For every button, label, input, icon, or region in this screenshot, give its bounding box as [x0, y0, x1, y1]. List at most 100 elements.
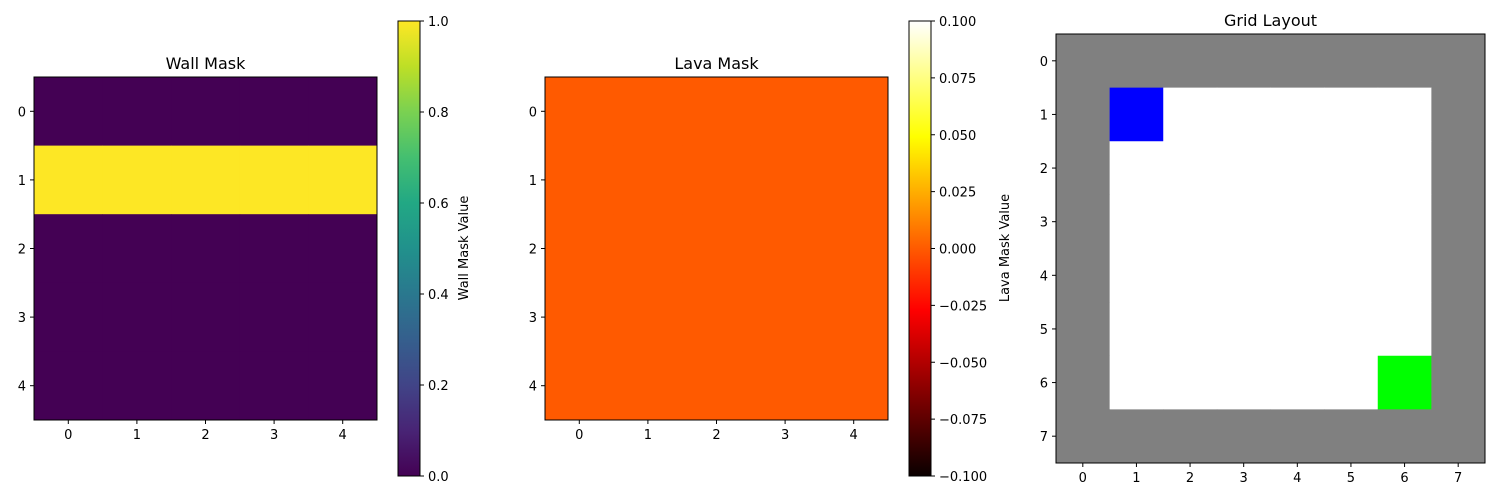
wall-mask-cell: [171, 77, 241, 146]
grid-cell-wall: [1109, 34, 1164, 89]
wall-mask-colorbar-tick-label: 0.4: [428, 288, 449, 303]
grid-layout-yticks: 0 1 2 3 4 5 6 7: [1040, 55, 1056, 445]
grid-cell-wall: [1216, 409, 1271, 464]
grid-cell-floor: [1216, 248, 1271, 303]
lava-mask-cell: [819, 145, 889, 215]
wall-mask-xtick-label: 2: [201, 428, 209, 443]
grid-cell-floor: [1377, 248, 1432, 303]
wall-mask-colorbar-tick-label: 0.8: [428, 106, 449, 121]
lava-mask-cell: [613, 282, 683, 352]
grid-layout-ytick-label: 7: [1040, 430, 1048, 445]
wall-mask-xtick-label: 1: [133, 428, 141, 443]
lava-mask-colorbar-tick-label: −0.075: [939, 413, 987, 428]
grid-cell-wall: [1056, 34, 1111, 89]
wall-mask-ytick-label: 1: [18, 174, 26, 189]
lava-mask-title: Lava Mask: [674, 54, 759, 73]
grid-cell-goal: [1377, 355, 1432, 410]
wall-mask-cell: [102, 351, 172, 421]
grid-cell-wall: [1056, 355, 1111, 410]
lava-mask-colorbar-tick-label: −0.025: [939, 299, 987, 314]
lava-mask-cell: [545, 214, 614, 284]
grid-cell-floor: [1270, 248, 1325, 303]
lava-mask-cells: [545, 77, 889, 421]
grid-cell-floor: [1324, 87, 1379, 142]
wall-mask-colorbar-tick-label: 0.2: [428, 379, 449, 394]
wall-mask-cell: [34, 282, 103, 352]
grid-cell-wall: [1324, 34, 1379, 89]
grid-layout-xtick-label: 2: [1186, 471, 1194, 486]
wall-mask-colorbar-tick-label: 1.0: [428, 15, 449, 30]
lava-mask-colorbar-label: Lava Mask Value: [998, 194, 1013, 302]
grid-layout-ytick-label: 2: [1040, 162, 1048, 177]
lava-mask-xtick-label: 4: [850, 428, 858, 443]
wall-mask-ytick-label: 2: [18, 243, 26, 258]
grid-cell-wall: [1056, 194, 1111, 249]
grid-cell-floor: [1270, 355, 1325, 410]
lava-mask-cell: [819, 214, 889, 284]
grid-layout-xtick-label: 1: [1132, 471, 1140, 486]
grid-cell-floor: [1324, 194, 1379, 249]
grid-layout-title: Grid Layout: [1224, 11, 1317, 30]
lava-mask-cell: [819, 282, 889, 352]
lava-mask-ytick-label: 1: [529, 174, 537, 189]
grid-cell-floor: [1270, 87, 1325, 142]
grid-cell-floor: [1377, 194, 1432, 249]
lava-mask-xticks: 0 1 2 3 4: [575, 420, 858, 443]
grid-layout-xtick-label: 7: [1454, 471, 1462, 486]
grid-cell-floor: [1270, 141, 1325, 196]
grid-cell-wall: [1431, 409, 1486, 464]
lava-mask-cell: [613, 145, 683, 215]
wall-mask-cell: [34, 145, 103, 215]
wall-mask-cell: [102, 282, 172, 352]
wall-mask-cell: [102, 77, 172, 146]
grid-layout-ytick-label: 3: [1040, 216, 1048, 231]
grid-cell-floor: [1377, 87, 1432, 142]
wall-mask-colorbar-tick-label: 0.0: [428, 470, 449, 485]
lava-mask-xtick-label: 2: [712, 428, 720, 443]
wall-mask-cell: [171, 282, 241, 352]
lava-mask-ytick-label: 4: [529, 380, 537, 395]
wall-mask-cell: [34, 214, 103, 284]
wall-mask-cells: [34, 77, 378, 421]
wall-mask-title: Wall Mask: [166, 54, 247, 73]
lava-mask-cell: [750, 145, 820, 215]
lava-mask-ytick-label: 0: [529, 105, 537, 120]
lava-mask-cell: [545, 351, 614, 421]
grid-cell-floor: [1377, 302, 1432, 357]
wall-mask-cell: [308, 77, 378, 146]
lava-mask-cell: [682, 145, 752, 215]
grid-layout-panel: Grid Layout 0 1 2 3 4 5 6 7 0 1 2 3 4 5 6 7: [1040, 11, 1486, 486]
grid-cell-floor: [1216, 355, 1271, 410]
lava-mask-cell: [682, 214, 752, 284]
wall-mask-cell: [239, 214, 309, 284]
grid-cell-wall: [1431, 141, 1486, 196]
lava-mask-ytick-label: 2: [529, 243, 537, 258]
wall-mask-cell: [239, 145, 309, 215]
wall-mask-ytick-label: 4: [18, 380, 26, 395]
lava-mask-cell: [750, 77, 820, 146]
wall-mask-cell: [308, 282, 378, 352]
lava-mask-colorbar: −0.100 −0.075 −0.050 −0.025 0.000 0.025 0.050 0…: [908, 15, 1013, 485]
lava-mask-cell: [819, 351, 889, 421]
lava-mask-colorbar-tick-label: −0.100: [939, 470, 987, 485]
lava-mask-cell: [750, 282, 820, 352]
grid-layout-cells: [1056, 34, 1486, 464]
wall-mask-ytick-label: 3: [18, 311, 26, 326]
wall-mask-cell: [308, 145, 378, 215]
grid-cell-wall: [1431, 302, 1486, 357]
grid-layout-xtick-label: 4: [1293, 471, 1301, 486]
grid-cell-floor: [1109, 141, 1164, 196]
lava-mask-cell: [750, 214, 820, 284]
grid-cell-wall: [1377, 34, 1432, 89]
lava-mask-colorbar-tick-label: 0.000: [939, 243, 976, 258]
lava-mask-cell: [819, 77, 889, 146]
lava-mask-cell: [545, 77, 614, 146]
lava-mask-colorbar-gradient: [908, 20, 932, 477]
grid-layout-ytick-label: 6: [1040, 377, 1048, 392]
grid-cell-floor: [1163, 302, 1218, 357]
lava-mask-xtick-label: 3: [781, 428, 789, 443]
grid-cell-wall: [1163, 34, 1218, 89]
wall-mask-xtick-label: 4: [339, 428, 347, 443]
grid-layout-xtick-label: 3: [1240, 471, 1248, 486]
lava-mask-xtick-label: 0: [575, 428, 583, 443]
